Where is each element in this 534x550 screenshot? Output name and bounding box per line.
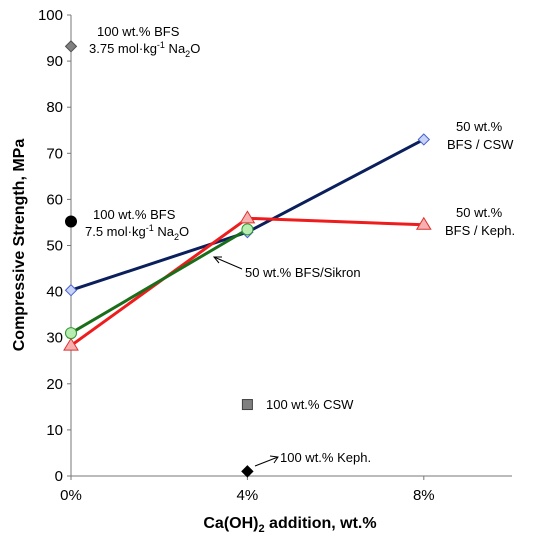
x-tick-label: 0%	[60, 487, 82, 504]
y-tick-label: 80	[46, 99, 63, 116]
x-axis-title-sub: 2	[258, 523, 264, 535]
annotation-sikron: 50 wt.% BFS/Sikron	[245, 265, 361, 280]
data-point	[64, 40, 78, 53]
x-tick-label: 8%	[413, 487, 435, 504]
y-tick-label: 60	[46, 191, 63, 208]
annotation-bfs75-sup: -1	[146, 223, 154, 233]
annotation-keph100: 100 wt.% Keph.	[280, 450, 371, 465]
data-point	[241, 465, 254, 478]
y-ticks: 0 10 20 30 40 50 60 70 80 90 100	[38, 7, 71, 485]
annotation-bfs375-sub: 2	[185, 49, 190, 59]
annotation-bfs75-tail: Na	[154, 224, 175, 239]
keph100-arrow-shaft	[254, 456, 279, 467]
y-tick-label: 20	[46, 376, 63, 393]
annotation-bfs375-line2: 3.75 mol·kg-1 Na2O	[89, 40, 200, 59]
annotation-bfs75-sub: 2	[174, 232, 179, 242]
y-tick-label: 40	[46, 284, 63, 301]
annotation-csw-line2: BFS / CSW	[447, 137, 514, 152]
y-tick-label: 10	[46, 422, 63, 439]
data-point	[241, 399, 253, 411]
annotation-keph-line1: 50 wt.%	[456, 205, 503, 220]
x-axis-title-part-b: addition, wt.%	[265, 515, 377, 532]
series-line	[70, 228, 249, 335]
y-tick-label: 90	[46, 53, 63, 70]
data-point	[65, 327, 77, 340]
y-tick-label: 50	[46, 238, 63, 255]
data-point	[64, 284, 78, 297]
y-tick-label: 0	[55, 468, 63, 485]
annotation-bfs375-end: O	[190, 41, 200, 56]
annotation-bfs75-end: O	[179, 224, 189, 239]
series-lines	[70, 138, 425, 347]
x-axis-title: Ca(OH)2 addition, wt.%	[203, 515, 376, 535]
data-point	[417, 133, 431, 146]
annotation-csw-line1: 50 wt.%	[456, 119, 503, 134]
y-tick-label: 70	[46, 145, 63, 162]
annotation-bfs375-tail: Na	[165, 41, 186, 56]
data-point	[63, 337, 79, 351]
x-tick-label: 4%	[237, 487, 259, 504]
annotation-bfs375-line1: 100 wt.% BFS	[97, 24, 180, 39]
sikron-arrow-head	[212, 256, 222, 264]
y-axis-title: Compressive Strength, MPa	[11, 139, 28, 352]
annotation-bfs75-line2: 7.5 mol·kg-1 Na2O	[85, 223, 189, 242]
sikron-arrow-shaft	[213, 256, 243, 270]
annotation-bfs75-line1: 100 wt.% BFS	[93, 207, 176, 222]
annotation-csw100: 100 wt.% CSW	[266, 397, 354, 412]
annotation-keph-line2: BFS / Keph.	[445, 223, 515, 238]
x-axis-title-part-a: Ca(OH)	[203, 515, 258, 532]
annotations: 100 wt.% BFS 3.75 mol·kg-1 Na2O 100 wt.%…	[85, 24, 515, 467]
data-point	[241, 223, 254, 236]
annotation-bfs375-part: 3.75 mol·kg	[89, 41, 157, 56]
y-tick-label: 30	[46, 330, 63, 347]
data-point	[65, 215, 77, 228]
data-point	[415, 216, 432, 230]
keph100-arrow-head	[269, 455, 279, 464]
data-point	[239, 210, 256, 224]
series-markers	[63, 40, 432, 478]
x-ticks: 0% 4% 8%	[60, 476, 435, 504]
annotation-bfs75-part: 7.5 mol·kg	[85, 224, 146, 239]
annotation-bfs375-sup: -1	[157, 40, 165, 50]
y-tick-label: 100	[38, 7, 63, 24]
